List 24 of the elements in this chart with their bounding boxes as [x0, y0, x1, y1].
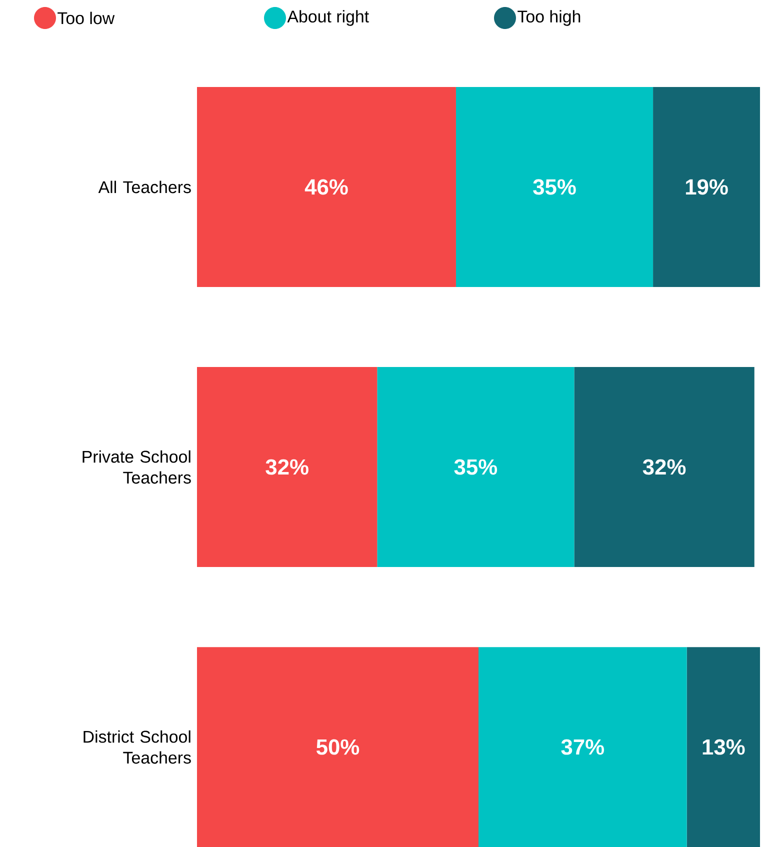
data-label: 35% [454, 459, 498, 475]
data-label: 19% [686, 179, 728, 195]
bar [574, 367, 754, 567]
data-label: 46% [304, 179, 348, 195]
data-label: 13% [702, 739, 745, 755]
data-label: 35% [533, 179, 576, 195]
bar [456, 87, 654, 287]
data-label: 50% [316, 739, 360, 755]
legend-label: About right [287, 10, 369, 26]
legend-label: Too low [58, 12, 115, 24]
bar [196, 367, 378, 567]
bar [196, 647, 478, 847]
bar [377, 367, 574, 567]
bar [196, 87, 456, 287]
y-tick-label: Private School Teachers [82, 450, 191, 484]
data-label: 32% [642, 459, 686, 475]
data-label: 32% [266, 459, 308, 475]
bar [686, 647, 760, 847]
bar [478, 647, 687, 847]
data-label: 37% [561, 739, 604, 755]
bar [653, 87, 760, 287]
y-tick-label: All Teachers [98, 180, 191, 194]
y-tick-label: District School Teachers [84, 730, 191, 764]
legend-label: Too high [518, 10, 580, 26]
